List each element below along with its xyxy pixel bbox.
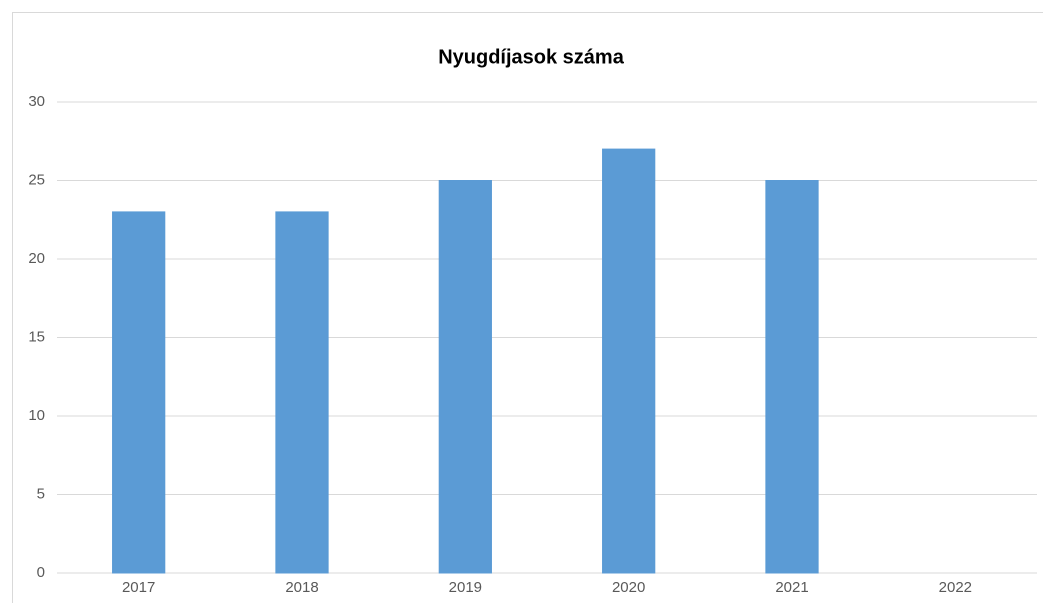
bar	[438, 180, 492, 574]
x-tick-label: 2020	[612, 579, 645, 596]
x-tick-label: 2017	[122, 579, 155, 596]
y-tick-label: 0	[37, 564, 45, 581]
chart-border	[12, 12, 1043, 603]
x-tick-label: 2018	[285, 579, 318, 596]
y-tick-label: 25	[28, 171, 45, 188]
bar	[602, 148, 656, 574]
x-tick-label: 2019	[449, 579, 482, 596]
y-tick-label: 5	[37, 485, 45, 502]
bar	[765, 180, 819, 574]
x-tick-label: 2021	[775, 579, 808, 596]
bar	[112, 211, 166, 574]
x-tick-label: 2022	[939, 579, 972, 596]
y-tick-label: 30	[28, 93, 45, 110]
y-tick-label: 10	[28, 407, 45, 424]
y-tick-label: 20	[28, 250, 45, 267]
chart-title: Nyugdíjasok száma	[438, 46, 625, 68]
y-tick-label: 15	[28, 328, 45, 345]
bar	[275, 211, 329, 574]
